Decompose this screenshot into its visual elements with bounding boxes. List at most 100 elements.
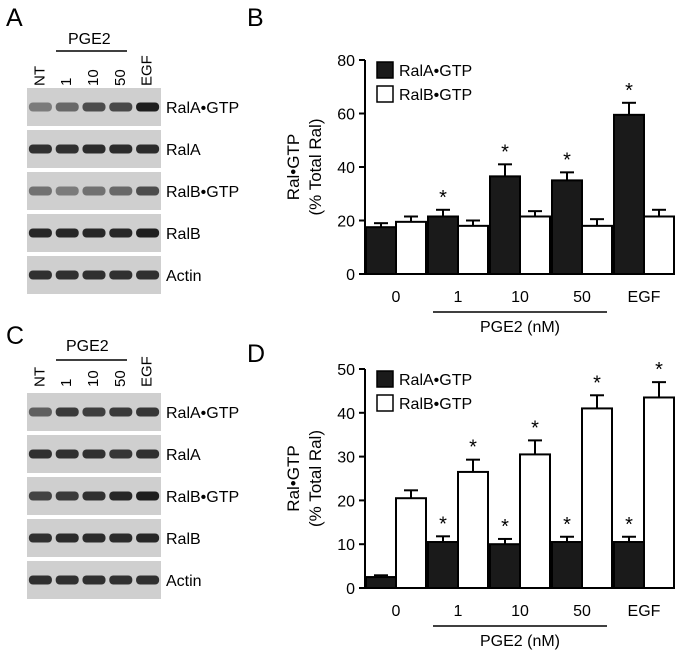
bar — [613, 541, 645, 590]
bar — [489, 175, 521, 275]
significance-star: * — [439, 187, 447, 209]
blot-band — [82, 407, 106, 417]
x-tick-label: 1 — [454, 289, 463, 306]
blot-row-label: RalB•GTP — [166, 184, 239, 201]
y-tick-label: 10 — [337, 537, 355, 554]
x-group-label: PGE2 (nM) — [480, 633, 560, 650]
x-tick-label: 50 — [573, 289, 591, 306]
lane-label: 1 — [58, 379, 75, 387]
legend-swatch — [376, 394, 394, 412]
blot-band — [136, 533, 160, 543]
blot-band — [82, 533, 106, 543]
y-tick-label: 20 — [337, 493, 355, 510]
significance-star: * — [593, 372, 601, 394]
blot-group-label-c: PGE2 — [66, 338, 109, 355]
blot-band — [28, 186, 52, 196]
y-tick-label: 20 — [337, 214, 355, 231]
significance-star: * — [563, 149, 571, 171]
x-tick-label: 0 — [392, 603, 401, 620]
significance-star: * — [501, 516, 509, 538]
legend-label: RalB•GTP — [399, 87, 472, 104]
y-tick-label: 80 — [337, 53, 355, 70]
bar — [457, 224, 489, 276]
blot-row-label: RalB — [166, 531, 201, 548]
blot-band — [82, 144, 106, 154]
blot-band — [28, 102, 52, 112]
bar — [365, 226, 397, 275]
y-axis-label: (% Total Ral) — [306, 119, 325, 216]
bar — [551, 541, 583, 590]
legend-label: RalA•GTP — [399, 63, 472, 80]
significance-star: * — [531, 417, 539, 439]
blot-band — [28, 228, 52, 238]
blot-band — [55, 144, 79, 154]
blot-band — [28, 491, 52, 501]
lane-label: NT — [31, 367, 48, 387]
blot-band — [109, 228, 133, 238]
significance-star: * — [563, 514, 571, 536]
bar — [457, 470, 489, 589]
blot-band — [55, 270, 79, 280]
lane-label: NT — [31, 66, 48, 86]
significance-star: * — [625, 80, 633, 102]
x-tick-label: 10 — [511, 603, 529, 620]
blot-band — [55, 533, 79, 543]
lane-label: 50 — [112, 370, 129, 387]
blot-band — [109, 186, 133, 196]
blot-band — [28, 533, 52, 543]
blot-band — [55, 491, 79, 501]
bar — [643, 215, 675, 276]
blot-row-label: RalA•GTP — [166, 405, 239, 422]
significance-star: * — [469, 437, 477, 459]
blot-band — [82, 186, 106, 196]
y-tick-label: 40 — [337, 406, 355, 423]
panel-b: B 0 20 40 60 80 Ral•GTP (% Total Ral) 0 * 1 * 10 * 50… — [247, 4, 675, 336]
blot-band — [136, 186, 160, 196]
blot-band — [136, 491, 160, 501]
bar-chart-d: 0 10 20 30 40 50 Ral•GTP (% Total Ral) 0 * * 1 * * 10 *… — [284, 359, 675, 650]
bar — [365, 576, 397, 589]
x-tick-label: 10 — [511, 289, 529, 306]
panel-letter-c: C — [6, 322, 24, 350]
x-tick-label: 50 — [573, 603, 591, 620]
bar — [551, 179, 583, 275]
lane-label: 10 — [85, 370, 102, 387]
panel-d: D 0 10 20 30 40 50 Ral•GTP (% Total Ral) 0 * * 1 * * 1… — [247, 340, 675, 650]
bar — [395, 220, 427, 275]
bar — [427, 215, 459, 276]
blot-band — [136, 270, 160, 280]
panel-letter-d: D — [247, 340, 265, 368]
blot-band — [55, 102, 79, 112]
blot-band — [82, 491, 106, 501]
blot-band — [109, 102, 133, 112]
panel-letter-b: B — [247, 4, 264, 32]
lane-label: EGF — [139, 356, 156, 387]
y-tick-label: 50 — [337, 362, 355, 379]
blot-c: RalA•GTP RalA RalB•GTP RalB Actin — [27, 393, 239, 599]
blot-a: RalA•GTP RalA RalB•GTP RalB Actin — [27, 88, 239, 294]
blot-band — [82, 228, 106, 238]
blot-row-label: RalB — [166, 226, 201, 243]
bar — [613, 113, 645, 276]
blot-band — [82, 270, 106, 280]
legend-label: RalB•GTP — [399, 396, 472, 413]
blot-band — [109, 449, 133, 459]
blot-band — [136, 144, 160, 154]
y-tick-label: 60 — [337, 107, 355, 124]
x-group-label: PGE2 (nM) — [480, 319, 560, 336]
blot-row-label: RalA•GTP — [166, 100, 239, 117]
significance-star: * — [501, 141, 509, 163]
blot-band — [109, 533, 133, 543]
y-axis-label: Ral•GTP — [284, 134, 303, 200]
blot-band — [109, 407, 133, 417]
lane-label: EGF — [139, 55, 156, 86]
x-tick-label: EGF — [628, 603, 661, 620]
panel-letter-a: A — [6, 4, 23, 32]
blot-row-label: Actin — [166, 573, 202, 590]
significance-star: * — [655, 359, 663, 381]
lane-label: 10 — [85, 69, 102, 86]
bar — [519, 215, 551, 276]
y-tick-label: 0 — [346, 581, 355, 598]
blot-band — [55, 228, 79, 238]
